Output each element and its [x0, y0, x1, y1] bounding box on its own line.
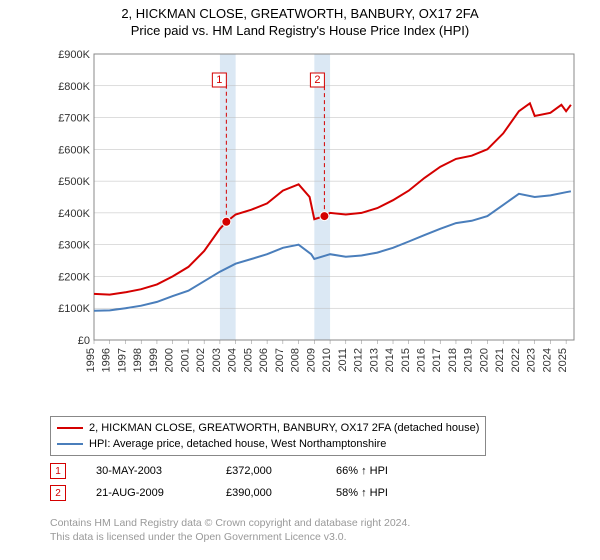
svg-text:2004: 2004 [227, 348, 239, 372]
svg-text:£700K: £700K [58, 113, 90, 125]
svg-text:2: 2 [314, 74, 320, 86]
title-subtitle: Price paid vs. HM Land Registry's House … [0, 23, 600, 38]
svg-text:2014: 2014 [384, 348, 396, 372]
svg-text:£300K: £300K [58, 240, 90, 252]
svg-text:2001: 2001 [179, 348, 191, 372]
svg-text:£900K: £900K [58, 49, 90, 61]
sale-price: £390,000 [226, 487, 306, 499]
svg-text:2011: 2011 [337, 348, 349, 372]
sale-index-box: 2 [50, 485, 66, 501]
svg-text:£400K: £400K [58, 208, 90, 220]
svg-text:2019: 2019 [463, 348, 475, 372]
legend-label: 2, HICKMAN CLOSE, GREATWORTH, BANBURY, O… [89, 422, 479, 434]
svg-text:2018: 2018 [447, 348, 459, 372]
svg-text:1997: 1997 [116, 348, 128, 372]
sales-table: 1 30-MAY-2003 £372,000 66% ↑ HPI 2 21-AUG-200… [50, 460, 416, 504]
svg-text:2023: 2023 [526, 348, 538, 372]
sale-index-box: 1 [50, 463, 66, 479]
svg-text:£500K: £500K [58, 176, 90, 188]
title-block: 2, HICKMAN CLOSE, GREATWORTH, BANBURY, O… [0, 0, 600, 38]
svg-text:2003: 2003 [211, 348, 223, 372]
legend-item: 2, HICKMAN CLOSE, GREATWORTH, BANBURY, O… [57, 420, 479, 436]
sale-hpi-relative: 66% ↑ HPI [336, 465, 416, 477]
svg-text:£600K: £600K [58, 144, 90, 156]
legend-item: HPI: Average price, detached house, West… [57, 436, 479, 452]
sale-date: 21-AUG-2009 [96, 487, 196, 499]
svg-text:2009: 2009 [305, 348, 317, 372]
svg-text:£200K: £200K [58, 271, 90, 283]
sale-hpi-relative: 58% ↑ HPI [336, 487, 416, 499]
footer-line-2: This data is licensed under the Open Gov… [50, 530, 410, 544]
footer: Contains HM Land Registry data © Crown c… [50, 516, 410, 544]
page: 2, HICKMAN CLOSE, GREATWORTH, BANBURY, O… [0, 0, 600, 560]
svg-text:2010: 2010 [321, 348, 333, 372]
svg-text:2007: 2007 [274, 348, 286, 372]
sale-row: 2 21-AUG-2009 £390,000 58% ↑ HPI [50, 482, 416, 504]
svg-text:2000: 2000 [164, 348, 176, 372]
svg-text:1: 1 [216, 74, 222, 86]
chart-area: £0 £100K £200K £300K £400K £500K £600K £700K £80… [50, 48, 580, 384]
svg-text:£0: £0 [78, 335, 90, 347]
svg-text:1995: 1995 [85, 348, 97, 372]
svg-text:2020: 2020 [478, 348, 490, 372]
svg-text:£100K: £100K [58, 303, 90, 315]
svg-text:2005: 2005 [242, 348, 254, 372]
svg-text:2006: 2006 [258, 348, 270, 372]
svg-text:2021: 2021 [494, 348, 506, 372]
svg-text:2008: 2008 [290, 348, 302, 372]
sale-date: 30-MAY-2003 [96, 465, 196, 477]
line-chart: £0 £100K £200K £300K £400K £500K £600K £700K £80… [50, 48, 580, 384]
legend-swatch [57, 443, 83, 445]
svg-text:2017: 2017 [431, 348, 443, 372]
sale-row: 1 30-MAY-2003 £372,000 66% ↑ HPI [50, 460, 416, 482]
svg-text:1999: 1999 [148, 348, 160, 372]
svg-text:2012: 2012 [353, 348, 365, 372]
footer-line-1: Contains HM Land Registry data © Crown c… [50, 516, 410, 530]
svg-text:1998: 1998 [132, 348, 144, 372]
sale-price: £372,000 [226, 465, 306, 477]
legend-label: HPI: Average price, detached house, West… [89, 438, 386, 450]
svg-text:2016: 2016 [415, 348, 427, 372]
svg-text:2002: 2002 [195, 348, 207, 372]
legend-swatch [57, 427, 83, 429]
svg-text:2024: 2024 [541, 348, 553, 372]
svg-text:£800K: £800K [58, 81, 90, 93]
svg-text:1996: 1996 [101, 348, 113, 372]
svg-text:2013: 2013 [368, 348, 380, 372]
legend: 2, HICKMAN CLOSE, GREATWORTH, BANBURY, O… [50, 416, 486, 456]
title-address: 2, HICKMAN CLOSE, GREATWORTH, BANBURY, O… [0, 6, 600, 21]
svg-text:2022: 2022 [510, 348, 522, 372]
svg-text:2025: 2025 [557, 348, 569, 372]
svg-text:2015: 2015 [400, 348, 412, 372]
